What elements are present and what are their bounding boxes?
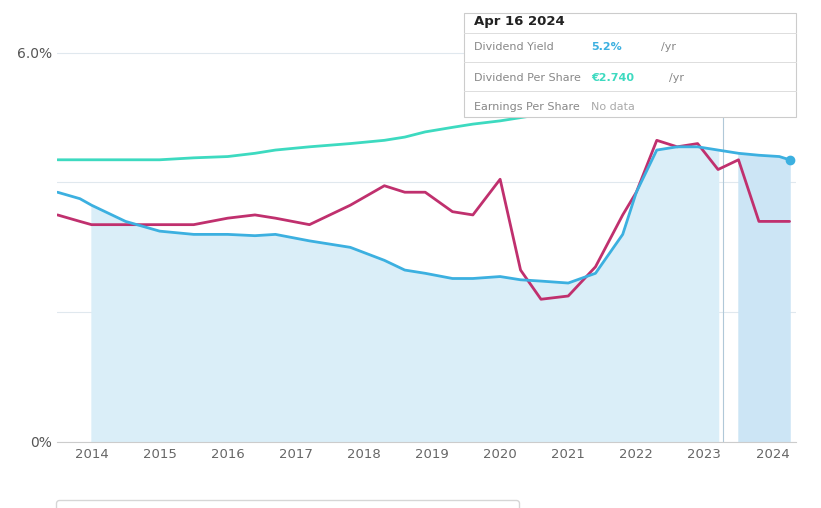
Text: Dividend Yield: Dividend Yield (474, 42, 553, 52)
Text: /yr: /yr (669, 73, 684, 83)
Text: No data: No data (591, 102, 635, 112)
Text: Dividend Per Share: Dividend Per Share (474, 73, 580, 83)
Text: Earnings Per Share: Earnings Per Share (474, 102, 580, 112)
Legend: Dividend Yield, Dividend Per Share, Earnings Per Share: Dividend Yield, Dividend Per Share, Earn… (57, 500, 519, 508)
Text: /yr: /yr (661, 42, 676, 52)
Text: Past: Past (727, 33, 752, 46)
Text: €2.740: €2.740 (591, 73, 634, 83)
Text: 5.2%: 5.2% (591, 42, 621, 52)
Text: Apr 16 2024: Apr 16 2024 (474, 15, 565, 28)
